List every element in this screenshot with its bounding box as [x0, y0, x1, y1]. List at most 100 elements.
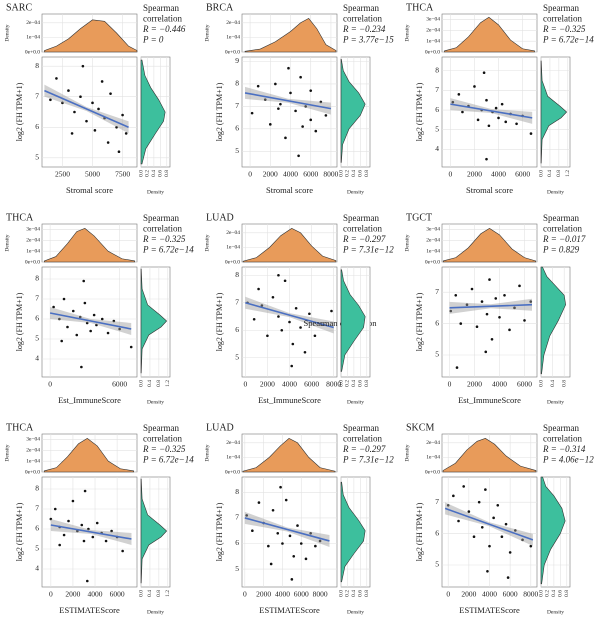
point: [494, 106, 498, 110]
density-tick-label: 0.8: [164, 170, 170, 177]
overlay-text: Spearman correlation: [304, 318, 378, 328]
stat-annotation: R = −0.234: [342, 24, 386, 34]
plot-background: [41, 56, 138, 168]
y-tick-label: 8: [35, 274, 39, 283]
density-tick-label: 0.0: [538, 590, 544, 597]
point: [529, 300, 533, 303]
point: [503, 293, 506, 297]
point: [487, 124, 491, 128]
x-tick-label: 2000: [256, 590, 271, 599]
point: [83, 489, 87, 493]
point: [93, 129, 97, 132]
density-tick-label: 0.8: [364, 380, 370, 387]
density-tick-label: 0.0: [138, 380, 144, 387]
density-label: Density: [147, 189, 164, 195]
point: [62, 297, 66, 301]
fit-line: [244, 92, 332, 110]
point: [462, 485, 465, 488]
y-tick-label: 5: [35, 153, 39, 162]
point: [92, 313, 96, 317]
density-tick-label: 0.8: [556, 170, 562, 177]
point: [124, 132, 128, 135]
stat-annotation: R = −0.297: [342, 234, 386, 244]
point: [245, 514, 249, 517]
density-tick-label: 0.2: [345, 380, 351, 387]
x-tick-label: 4000: [282, 380, 297, 389]
point: [118, 327, 121, 331]
density-tick-label: 0e+0.0: [225, 469, 240, 475]
point: [129, 345, 133, 349]
stat-annotation: correlation: [343, 434, 382, 444]
density-tick-label: 0e+0.0: [425, 259, 440, 265]
point: [110, 529, 113, 533]
y-tick-label: 9: [235, 56, 239, 65]
density-tick-label: 0e+0.0: [425, 469, 440, 475]
density-label: Density: [347, 399, 364, 405]
density-tick-label: 3e−04: [426, 17, 440, 23]
density-tick-label: 1e−04: [226, 245, 240, 251]
point: [95, 323, 98, 327]
density-tick-label: 0.2: [545, 590, 551, 597]
stat-annotation: P = 6.72e−14: [142, 245, 194, 255]
y-tick-label: 6: [435, 105, 439, 114]
stat-annotation: P = 0: [142, 35, 164, 45]
point: [121, 549, 124, 553]
point: [504, 522, 508, 526]
x-tick-label: 4000: [283, 170, 298, 179]
panel-title: SKCM: [406, 422, 434, 433]
density-tick-label: 1e−04: [426, 248, 440, 254]
point: [292, 555, 296, 558]
x-axis-label: Est_ImmuneScore: [58, 395, 121, 405]
x-tick-label: 2000: [65, 590, 80, 599]
point: [314, 544, 317, 548]
point: [52, 305, 55, 309]
y-tick-label: 8: [235, 79, 239, 88]
y-tick-label: 5: [235, 146, 239, 155]
density-area: [44, 227, 135, 263]
point: [477, 500, 481, 504]
stat-annotation: Spearman: [543, 213, 579, 223]
density-tick-label: 0.6: [158, 170, 164, 177]
density-tick-label: 2e−04: [26, 20, 40, 26]
y-axis-label: log2 (FH TPM+1): [215, 502, 224, 561]
stat-annotation: P = 3.77e−15: [342, 35, 394, 45]
point: [486, 569, 489, 573]
point: [257, 501, 261, 504]
plot-background: [441, 56, 538, 168]
point: [304, 557, 308, 561]
density-tick-label: 0.6: [358, 590, 364, 597]
point: [457, 519, 460, 523]
point: [470, 287, 474, 291]
density-area: [140, 478, 168, 584]
point: [485, 312, 489, 316]
x-axis-label: Stromal score: [266, 185, 313, 195]
point: [500, 102, 504, 106]
point: [482, 71, 486, 75]
stat-annotation: P = 7.31e−12: [342, 455, 394, 465]
y-tick-label: 7: [235, 101, 239, 110]
density-tick-label: 0.0: [138, 590, 144, 597]
point: [100, 80, 104, 83]
density-label: Density: [547, 189, 564, 195]
point: [71, 499, 75, 503]
stat-annotation: P = 4.06e−12: [542, 455, 594, 465]
x-tick-label: 8000: [523, 590, 538, 599]
y-tick-label: 6: [435, 528, 439, 537]
point: [53, 507, 57, 511]
density-tick-label: 0.6: [358, 170, 364, 177]
fit-line: [449, 303, 533, 309]
point: [299, 326, 302, 329]
y-axis-label: log2 (FH TPM+1): [415, 502, 424, 561]
x-axis-label: ESTIMATEScore: [59, 605, 120, 615]
y-tick-label: 8: [235, 270, 239, 279]
density-area: [444, 16, 535, 53]
point: [106, 331, 110, 335]
y-tick-label: 7: [35, 294, 39, 303]
point: [250, 111, 254, 115]
density-tick-label: 0.4: [351, 380, 357, 387]
point: [480, 300, 484, 303]
x-tick-label: 2500: [55, 170, 70, 179]
